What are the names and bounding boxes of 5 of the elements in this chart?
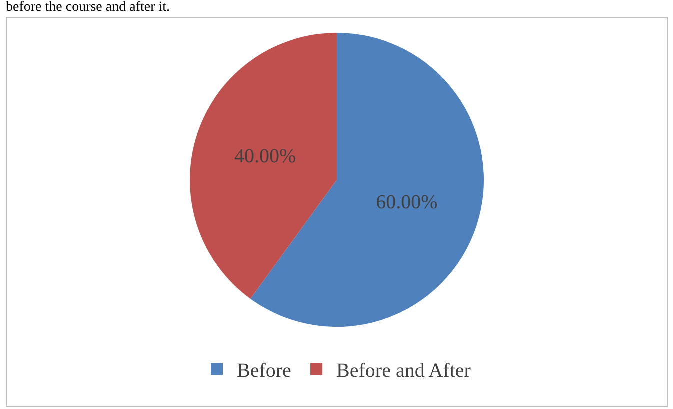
data-label: 60.00% (376, 192, 438, 214)
chart-title: before the course and after it. (6, 0, 170, 16)
legend-label: Before and After (336, 360, 472, 382)
legend-label: Before (237, 360, 292, 382)
data-label: 40.00% (234, 146, 296, 168)
